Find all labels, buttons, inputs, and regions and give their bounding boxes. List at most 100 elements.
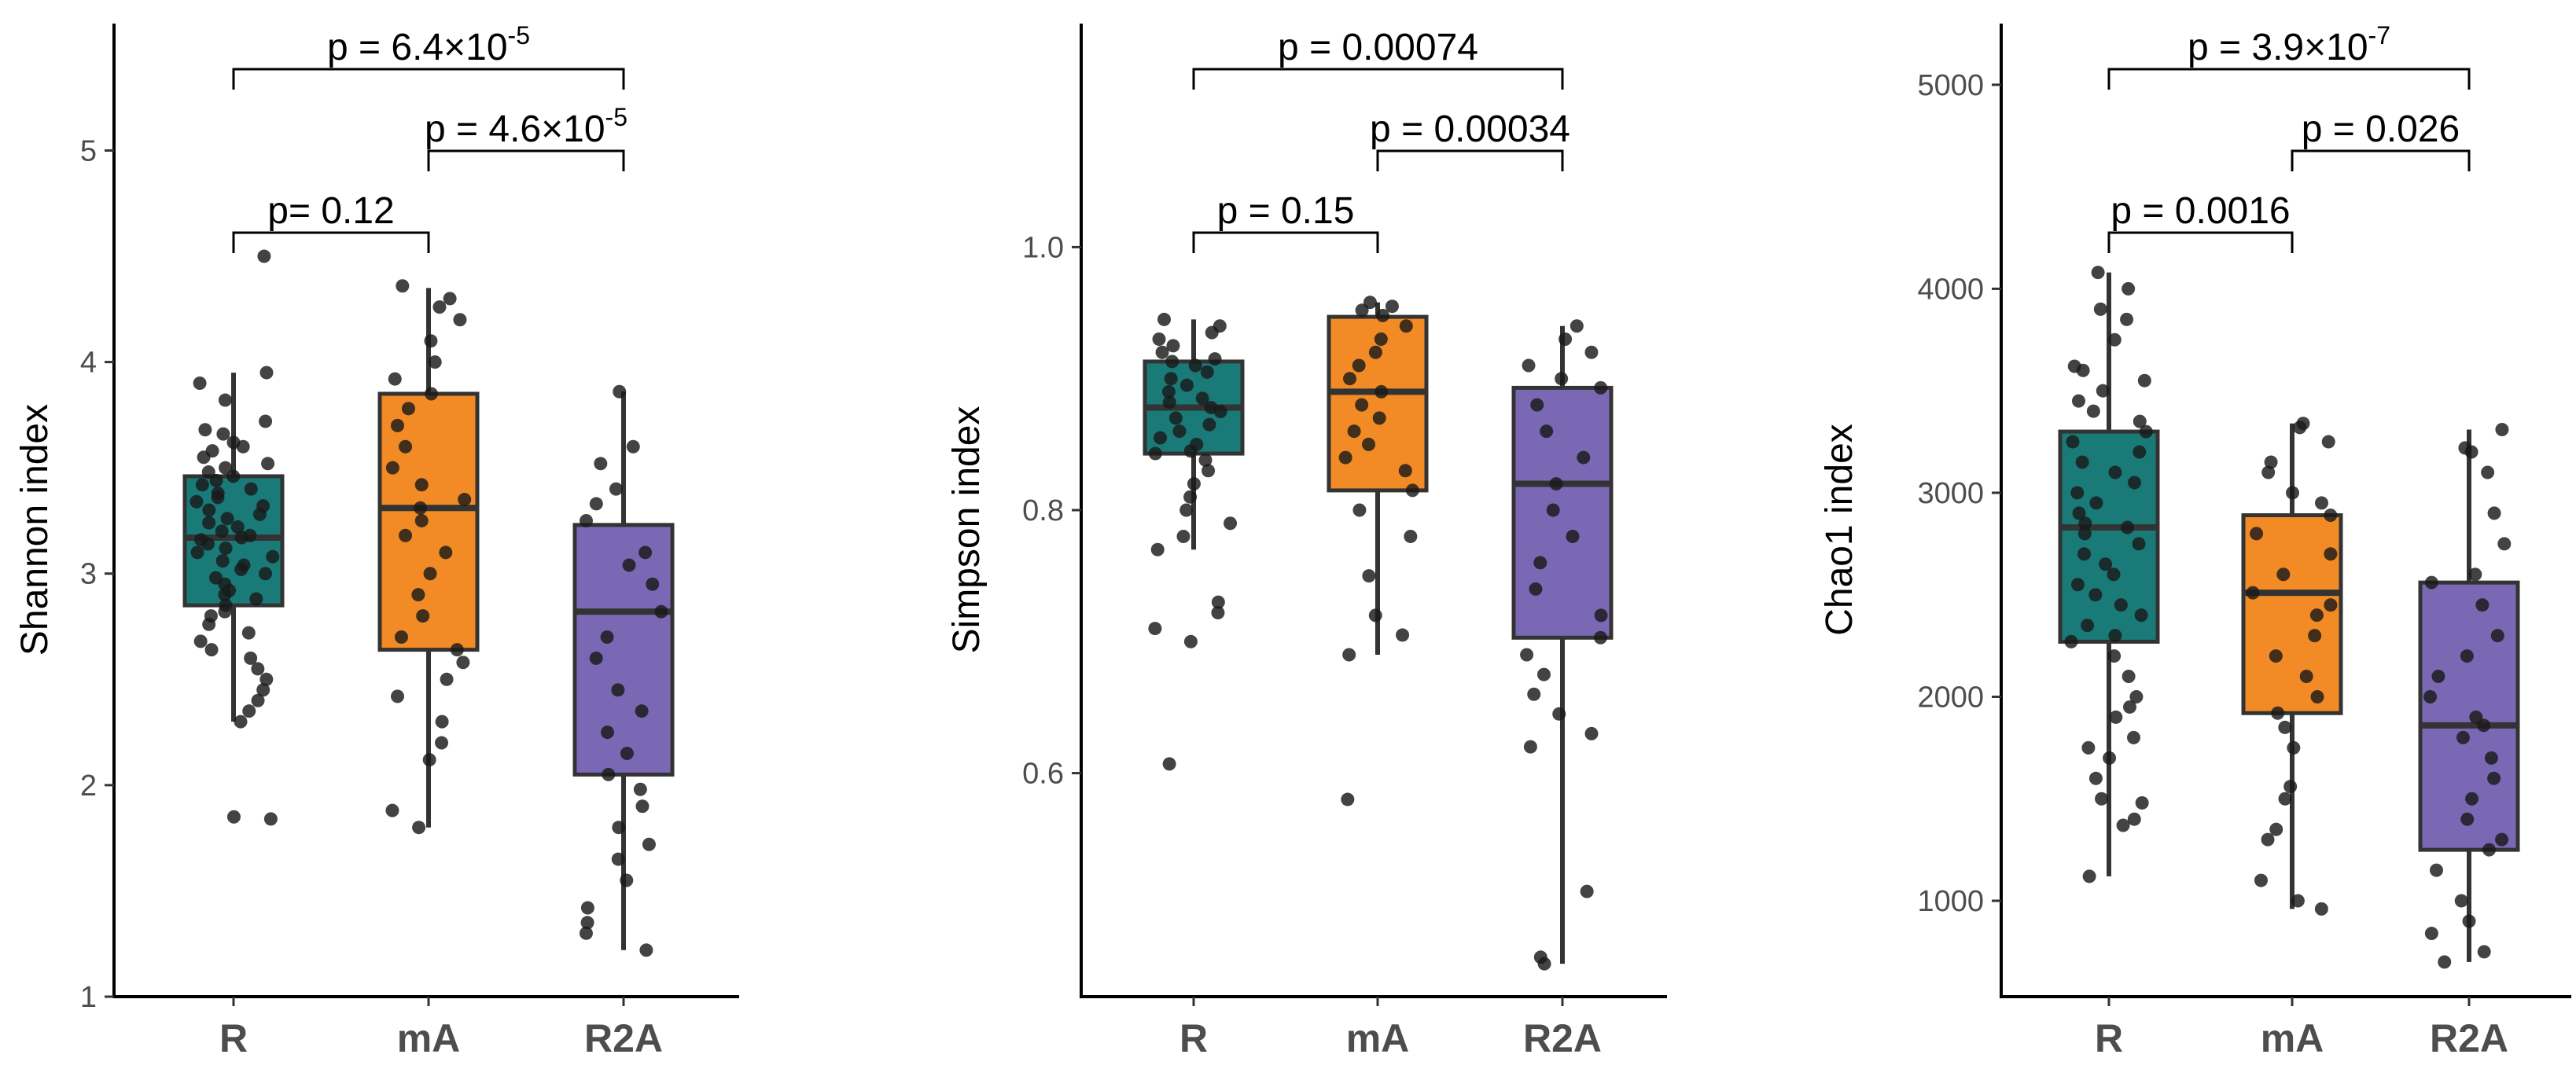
data-point xyxy=(215,554,230,568)
data-point xyxy=(2127,476,2141,490)
data-point xyxy=(626,439,640,454)
y-tick-label: 4000 xyxy=(1917,273,1984,306)
data-point xyxy=(414,501,428,515)
data-point xyxy=(204,643,219,657)
y-tick-label: 3000 xyxy=(1917,477,1984,510)
data-point xyxy=(2291,894,2305,908)
panel-2: 0.6 0.8 1.0 Simpson index R mA R2A p = 0.00074 p… xyxy=(946,24,1667,1060)
data-point xyxy=(226,469,241,483)
data-point xyxy=(218,588,232,602)
data-point xyxy=(1536,667,1551,681)
data-point xyxy=(1398,464,1412,478)
data-point xyxy=(1374,332,1388,347)
data-point xyxy=(2299,670,2313,684)
data-point xyxy=(259,672,274,686)
data-point xyxy=(2497,537,2512,551)
box-R2A xyxy=(572,384,675,957)
data-point xyxy=(1183,490,1198,504)
data-point xyxy=(638,546,653,560)
data-point xyxy=(2487,771,2501,785)
data-point xyxy=(244,482,258,496)
data-point xyxy=(2076,363,2090,377)
data-point xyxy=(244,651,258,665)
data-point xyxy=(1368,345,1382,359)
data-point xyxy=(1396,628,1410,642)
data-point xyxy=(1584,345,1599,359)
data-point xyxy=(396,279,410,293)
data-point xyxy=(435,736,449,750)
data-point xyxy=(1404,529,1418,543)
data-point xyxy=(1352,358,1366,373)
data-point xyxy=(2250,527,2264,541)
data-point xyxy=(1529,582,1543,596)
data-point xyxy=(2495,832,2509,847)
data-point xyxy=(609,482,623,496)
significance-bracket xyxy=(1376,149,1564,171)
data-point xyxy=(580,916,594,930)
data-point xyxy=(1161,384,1176,399)
data-point xyxy=(2088,588,2103,602)
data-point xyxy=(580,901,594,915)
data-point xyxy=(257,249,271,263)
data-point xyxy=(1594,608,1608,623)
data-point xyxy=(2121,520,2135,534)
y-tick-label: 4 xyxy=(80,347,97,380)
data-point xyxy=(2308,629,2322,643)
data-point xyxy=(600,725,614,740)
data-point xyxy=(1148,446,1162,461)
data-point xyxy=(2456,730,2470,744)
data-point xyxy=(2064,634,2078,648)
y-tick-label: 0.8 xyxy=(1022,494,1064,527)
data-point xyxy=(251,662,265,676)
box-rect xyxy=(2058,429,2160,644)
data-point xyxy=(230,520,245,534)
data-point xyxy=(197,450,211,465)
data-point xyxy=(2129,689,2144,703)
box-R xyxy=(2058,266,2160,883)
data-point xyxy=(1343,372,1357,386)
data-point xyxy=(242,704,256,718)
data-point xyxy=(236,439,250,454)
data-point xyxy=(2093,302,2107,316)
data-point xyxy=(2081,619,2095,633)
data-point xyxy=(1338,450,1352,465)
comparison-R-R2A: p = 6.4×10-5 xyxy=(232,21,625,90)
comparison-mA-R2A: p = 0.026 xyxy=(2291,108,2471,171)
data-point xyxy=(2286,486,2300,500)
p-value-label: p = 6.4×10-5 xyxy=(327,21,530,68)
data-point xyxy=(639,943,653,957)
data-point xyxy=(2477,718,2491,733)
data-point xyxy=(2475,598,2490,612)
data-point xyxy=(190,546,204,560)
data-point xyxy=(219,461,233,475)
data-point xyxy=(1162,757,1176,771)
data-point xyxy=(2070,578,2085,592)
data-point xyxy=(2133,445,2147,459)
y-tick-label: 1000 xyxy=(1917,885,1984,918)
data-point xyxy=(2278,792,2292,806)
x-tick-label: R xyxy=(219,1016,248,1060)
data-point xyxy=(234,562,248,576)
data-point xyxy=(1558,332,1573,347)
data-point xyxy=(2086,404,2100,418)
data-point xyxy=(589,651,603,665)
data-point xyxy=(1195,391,1209,406)
data-point xyxy=(1570,319,1584,333)
data-point xyxy=(2108,465,2122,479)
box-R2A xyxy=(1511,319,1614,971)
data-point xyxy=(385,461,399,475)
significance-bracket xyxy=(232,68,625,90)
data-point xyxy=(226,810,241,824)
data-point xyxy=(1179,378,1194,392)
data-point xyxy=(256,683,270,697)
data-point xyxy=(215,524,229,538)
data-point xyxy=(654,604,668,619)
data-point xyxy=(1376,308,1390,322)
data-point xyxy=(2310,689,2324,703)
data-point xyxy=(1150,542,1165,557)
data-point xyxy=(190,494,204,509)
data-point xyxy=(1213,405,1227,419)
box-rect xyxy=(2241,512,2343,715)
data-point xyxy=(613,384,627,399)
